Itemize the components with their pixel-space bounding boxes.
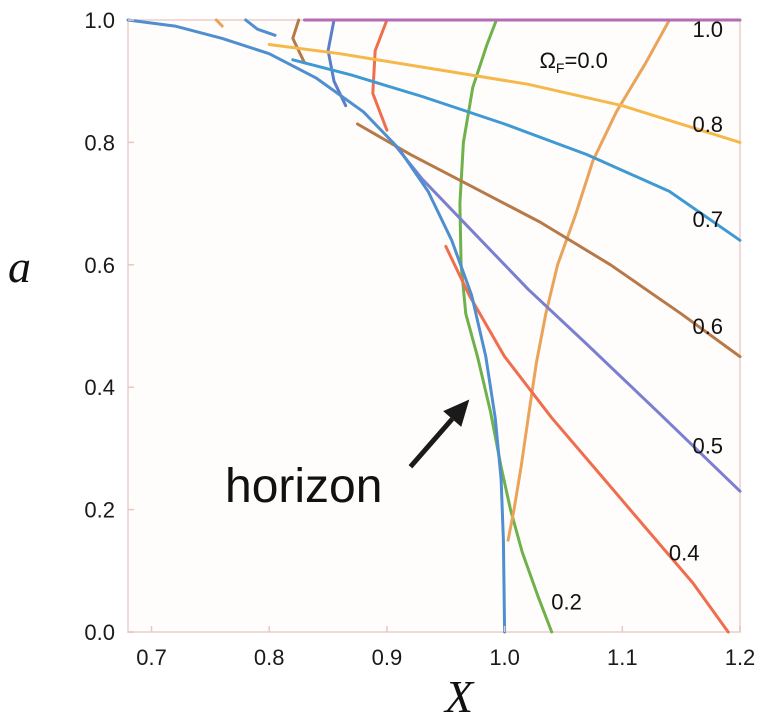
x-axis-label: X xyxy=(443,671,475,717)
curve-labels: 1.0 ΩF=0.0 0.8 0.7 0.6 0.5 0.4 0.2 xyxy=(539,17,723,614)
curve-label-3: 0.7 xyxy=(692,207,723,232)
stub-curve-1 xyxy=(244,18,277,37)
y-tick-label-2: 0.4 xyxy=(84,375,115,400)
y-tick-label-1: 0.2 xyxy=(84,498,115,523)
curve-label-6: 0.4 xyxy=(669,540,700,565)
horizon-line xyxy=(126,18,507,634)
x-tick-label-3: 1.0 xyxy=(489,645,520,670)
stub-curve-0 xyxy=(214,18,224,28)
y-axis-label: a xyxy=(8,241,31,292)
horizon-arrow-head xyxy=(443,399,470,427)
y-tick-label-4: 0.8 xyxy=(84,130,115,155)
x-tick-label-2: 0.9 xyxy=(372,645,403,670)
stub-curve-2 xyxy=(291,18,306,65)
curve-label-5: 0.5 xyxy=(692,433,723,458)
y-tick-label-5: 1.0 xyxy=(84,8,115,33)
series-line-0-8 xyxy=(267,43,742,144)
x-tick-label-1: 0.8 xyxy=(254,645,285,670)
curve-label-1: ΩF=0.0 xyxy=(539,48,607,76)
curve-label-4: 0.6 xyxy=(692,314,723,339)
stub-curve-4 xyxy=(371,18,389,132)
curve-label-2: 0.8 xyxy=(692,112,723,137)
horizon-label: horizon xyxy=(225,460,382,513)
x-tick-label-5: 1.2 xyxy=(725,645,756,670)
curves xyxy=(126,18,742,634)
horizon-arrow xyxy=(408,417,455,469)
series-line-0-5 xyxy=(391,140,742,493)
y-tick-label-0: 0.0 xyxy=(84,620,115,645)
series-line-0-7 xyxy=(291,58,742,242)
horizon-annotation: horizon xyxy=(225,399,470,513)
plot-frame xyxy=(127,19,741,633)
x-tick-label-0: 0.7 xyxy=(136,645,167,670)
tick-labels: 0.7 0.8 0.9 1.0 1.1 1.2 0.0 0.2 0.4 0.6 0.8 1.0 xyxy=(84,8,755,670)
series-line-0-2 xyxy=(506,18,671,542)
series-line-0-0 xyxy=(458,18,554,634)
curve-label-7: 0.2 xyxy=(551,589,582,614)
series-line-0-6 xyxy=(356,122,742,359)
x-tick-label-4: 1.1 xyxy=(607,645,638,670)
curve-label-0: 1.0 xyxy=(692,17,723,42)
y-tick-label-3: 0.6 xyxy=(84,253,115,278)
